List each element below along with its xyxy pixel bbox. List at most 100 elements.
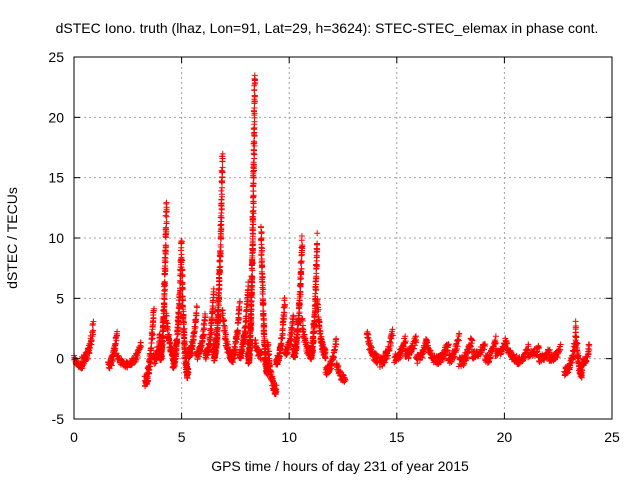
data-point [150,314,157,321]
data-point [251,92,258,99]
data-point [386,345,393,352]
data-point [209,306,216,313]
data-point [114,328,121,335]
data-point [174,330,181,337]
data-point [181,342,188,349]
data-point [258,264,265,271]
data-point [453,345,460,352]
data-point [330,354,337,361]
x-tick-label: 10 [281,429,297,445]
data-point [217,253,224,260]
data-point [216,268,223,275]
data-point [333,335,340,342]
data-point [250,198,257,205]
data-point [251,72,258,79]
data-point [454,343,461,350]
data-point [161,281,168,288]
data-point [573,339,580,346]
data-point [198,342,205,349]
data-point [272,389,279,396]
data-point [177,247,184,254]
data-point [219,168,226,175]
data-point [584,353,591,360]
data-point [260,300,267,307]
data-point [557,346,564,353]
data-point [108,359,115,366]
data-point [251,77,258,84]
data-point [297,289,304,296]
data-point [207,336,214,343]
data-point [397,352,404,359]
data-point [214,314,221,321]
data-point [159,344,166,351]
data-point [492,340,499,347]
data-point [215,319,222,326]
data-point [260,313,267,320]
data-point [487,355,494,362]
data-point [251,110,258,117]
data-point [200,332,207,339]
data-point [192,317,199,324]
data-point [568,359,575,366]
data-point [313,263,320,270]
data-point [219,307,226,314]
data-point [259,274,266,281]
data-point [281,295,288,302]
data-point [267,368,274,375]
data-point [389,326,396,333]
data-point [250,168,257,175]
data-point [333,341,340,348]
data-point [578,373,585,380]
data-point [412,333,419,340]
data-point [342,376,349,383]
data-point [236,303,243,310]
data-point [533,349,540,356]
data-point [193,312,200,319]
data-point [297,282,304,289]
data-point [493,339,500,346]
data-point [297,269,304,276]
y-axis-label: dSTEC / TECUs [4,187,20,289]
data-point [84,355,91,362]
data-point [536,344,543,351]
data-point [243,313,250,320]
data-point [207,325,214,332]
y-tick-label: 0 [56,351,64,367]
data-point [179,285,186,292]
data-point [215,300,222,307]
data-point [252,337,259,344]
data-point [289,325,296,332]
data-point [266,362,273,369]
y-tick-label: 25 [48,49,64,65]
data-point [585,351,592,358]
data-point [149,332,156,339]
data-point [152,360,159,367]
data-point [312,293,319,300]
data-point [463,356,470,363]
data-point [90,327,97,334]
data-point [313,270,320,277]
data-points [71,72,593,398]
data-point [184,368,191,375]
data-point [468,336,475,343]
data-point [219,158,226,165]
data-point [574,347,581,354]
data-point [215,306,222,313]
data-point [424,339,431,346]
data-point [164,327,171,334]
data-point [144,375,151,382]
data-point [569,356,576,363]
data-point [259,288,266,295]
data-point [586,341,593,348]
data-point [217,243,224,250]
data-point [258,237,265,244]
data-point [402,333,409,340]
data-point [163,218,170,225]
data-point [216,290,223,297]
data-point [209,299,216,306]
data-point [176,301,183,308]
data-point [557,341,564,348]
axis-ticks: 0 5 10 15 20 25 -5 0 5 10 15 20 25 [48,49,620,445]
data-point [322,349,329,356]
